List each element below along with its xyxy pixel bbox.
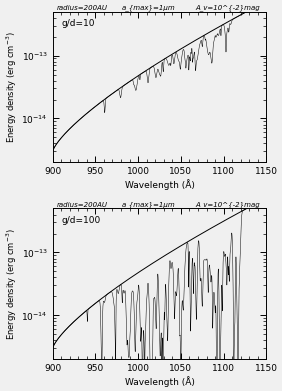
- Text: A_v=10^{-2}mag: A_v=10^{-2}mag: [195, 4, 260, 11]
- Y-axis label: Energy density (erg cm$^{-3}$): Energy density (erg cm$^{-3}$): [4, 228, 19, 340]
- Y-axis label: Energy density (erg cm$^{-3}$): Energy density (erg cm$^{-3}$): [4, 31, 19, 143]
- X-axis label: Wavelength (Å): Wavelength (Å): [125, 376, 195, 387]
- Text: a_{max}=1µm: a_{max}=1µm: [122, 4, 176, 11]
- Text: radius=200AU: radius=200AU: [57, 5, 108, 11]
- Text: A_v=10^{-2}mag: A_v=10^{-2}mag: [195, 201, 260, 208]
- Text: radius=200AU: radius=200AU: [57, 202, 108, 208]
- Text: a_{max}=1µm: a_{max}=1µm: [122, 201, 176, 208]
- Text: g/d=100: g/d=100: [61, 216, 100, 225]
- Text: g/d=10: g/d=10: [61, 19, 95, 28]
- X-axis label: Wavelength (Å): Wavelength (Å): [125, 179, 195, 190]
